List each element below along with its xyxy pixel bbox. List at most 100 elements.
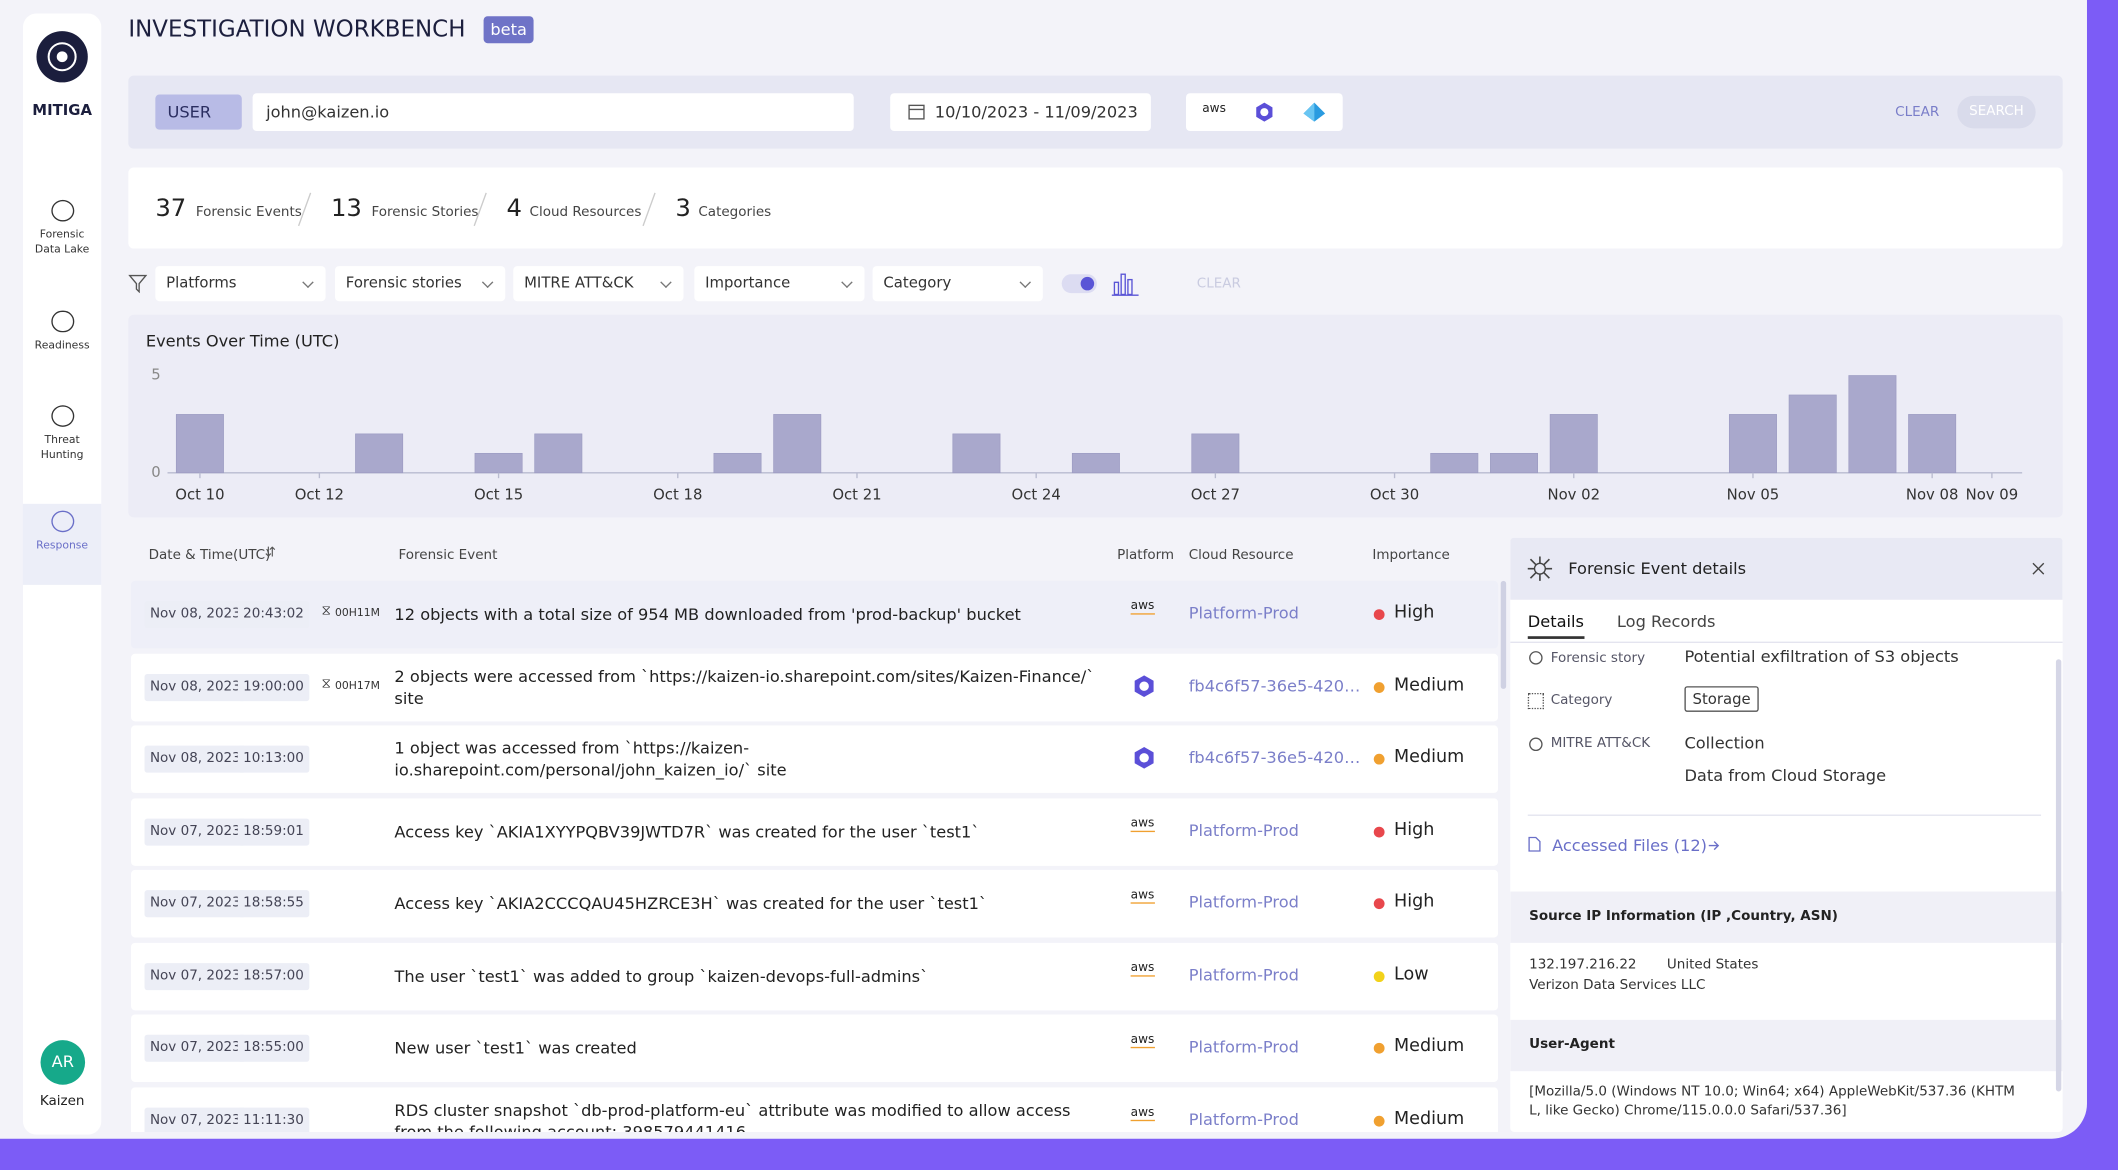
summary-label: Cloud Resources: [529, 205, 642, 221]
importance-dot: [1373, 1042, 1385, 1054]
clear-filters[interactable]: CLEAR: [1196, 276, 1241, 292]
details-title: Forensic Event details: [1568, 559, 1747, 579]
details-icon: [1527, 556, 1553, 581]
platform-logo: aws: [1130, 961, 1155, 976]
importance-dot: [1373, 1115, 1385, 1126]
date-range[interactable]: 10/10/2023 - 11/09/2023: [890, 93, 1151, 132]
bar: [1788, 394, 1837, 474]
cloud-resource[interactable]: Platform-Prod: [1188, 1037, 1299, 1057]
filter-dropdown[interactable]: Category: [872, 266, 1043, 302]
close-button[interactable]: [2032, 562, 2046, 576]
table-row[interactable]: Nov 08, 2023 20:43:02 ⧖ 00H11M 12 objects wi…: [131, 580, 1499, 649]
date-chip: Nov 08, 2023: [144, 673, 247, 701]
field-label: Category: [1550, 692, 1613, 708]
column-header[interactable]: Date & Time(UTC): [148, 548, 271, 564]
table-row[interactable]: Nov 07, 2023 11:11:30 RDS cluster snapshot…: [131, 1086, 1499, 1132]
event-text: Access key `AKIA2CCCQAU45HZRCE3H` was cr…: [394, 894, 988, 914]
time-chip: 18:59:01: [237, 817, 310, 845]
bar: [1490, 452, 1539, 474]
time-chip: 11:11:30: [237, 1106, 310, 1132]
table-row[interactable]: Nov 08, 2023 19:00:00 ⧖ 00H17M 2 objects wer…: [131, 653, 1499, 721]
importance: High: [1394, 602, 1435, 623]
scrollbar[interactable]: [1500, 580, 1507, 689]
summary-bar: 37 Forensic Events 13 Forensic Stories 4 Clou…: [128, 167, 2063, 249]
bar: [175, 414, 224, 474]
x-tick-label: Oct 24: [1012, 486, 1061, 504]
cloud-resource[interactable]: Platform-Prod: [1188, 603, 1299, 623]
sidebar: MITIGA AR Kaizen Forensic Data Lake Readi…: [22, 13, 102, 1135]
cloud-resource[interactable]: fb4c6f57-36e5-4200...: [1188, 676, 1362, 695]
table-row[interactable]: Nov 07, 2023 18:57:00 The user `test1` was…: [131, 942, 1499, 1010]
column-header[interactable]: Forensic Event: [398, 548, 498, 564]
arrow-icon: [1708, 841, 1720, 851]
search-input[interactable]: john@kaizen.io: [252, 93, 854, 132]
sort-icon: ⇵: [264, 545, 277, 561]
scrollbar[interactable]: [2055, 659, 2062, 1092]
filter-dropdown[interactable]: Platforms: [155, 266, 326, 302]
importance-dot: [1373, 681, 1385, 693]
importance-dot: [1373, 609, 1385, 621]
details-header: [1510, 537, 2063, 600]
accessed-files-link[interactable]: Accessed Files (12): [1552, 836, 1707, 856]
summary-count: 37: [155, 194, 187, 223]
filter-icon: [128, 274, 148, 294]
summary-count: 3: [675, 194, 691, 223]
avatar[interactable]: AR: [40, 1040, 86, 1085]
cloud-resource[interactable]: Platform-Prod: [1188, 965, 1299, 985]
cloud-resource[interactable]: Platform-Prod: [1188, 1109, 1299, 1129]
nav-item[interactable]: Response: [36, 538, 89, 552]
importance-dot: [1373, 826, 1385, 837]
platform-logo: aws: [1130, 816, 1155, 832]
chart-icon[interactable]: [1111, 270, 1139, 297]
file-icon: [1528, 836, 1541, 852]
x-tick-label: Nov 09: [1966, 486, 2019, 504]
chart-toggle[interactable]: [1061, 274, 1097, 294]
table-row[interactable]: Nov 08, 2023 10:13:00 1 object was accesse…: [131, 725, 1499, 793]
platform-picker[interactable]: aws: [1186, 93, 1343, 132]
column-header[interactable]: Cloud Resource: [1188, 548, 1294, 564]
aws-logo: aws: [1202, 102, 1226, 117]
table-row[interactable]: Nov 07, 2023 18:55:00 New user `test1` was…: [131, 1014, 1499, 1082]
cloud-resource[interactable]: Platform-Prod: [1188, 892, 1299, 912]
field-label: Forensic story: [1550, 651, 1646, 666]
search-button[interactable]: SEARCH: [1957, 95, 2036, 129]
office-icon: [1256, 102, 1273, 122]
time-chip: 10:13:00: [237, 745, 310, 773]
date-chip: Nov 07, 2023: [144, 890, 247, 918]
time-chip: 19:00:00: [237, 673, 310, 701]
event-text: 2 objects were accessed from `https://ka…: [394, 666, 1095, 708]
field-label: MITRE ATT&CK: [1550, 736, 1651, 752]
hourglass: ⧖: [321, 676, 331, 691]
date-chip: Nov 07, 2023: [144, 1034, 247, 1062]
tab[interactable]: Log Records: [1616, 611, 1716, 631]
event-text: The user `test1` was added to group `kai…: [394, 966, 929, 986]
table-row[interactable]: Nov 07, 2023 18:58:55 Access key `AKIA2CCC…: [131, 869, 1499, 938]
events-chart: Events Over Time (UTC) 0 5 Oct 10 Oct 12 Oct…: [128, 314, 2063, 518]
table-row[interactable]: Nov 07, 2023 18:59:01 Access key `AKIA1XYY…: [131, 797, 1499, 866]
tab[interactable]: Details: [1527, 612, 1584, 639]
country: United States: [1666, 957, 1759, 973]
cloud-resource[interactable]: fb4c6f57-36e5-4200...: [1188, 748, 1362, 768]
platform-logo: aws: [1130, 888, 1155, 904]
filter-dropdown[interactable]: Importance: [694, 266, 865, 302]
filter-dropdown[interactable]: MITRE ATT&CK: [513, 266, 684, 302]
clear-search[interactable]: CLEAR: [1895, 105, 1940, 121]
category-tag: Storage: [1684, 686, 1759, 712]
azure-icon: [1303, 102, 1326, 122]
duration: 00H17M: [334, 678, 380, 691]
section-title: User-Agent: [1529, 1037, 1615, 1053]
filter-dropdown[interactable]: Forensic stories: [334, 266, 506, 302]
search-type[interactable]: USER: [155, 94, 242, 130]
cloud-resource[interactable]: Platform-Prod: [1188, 820, 1299, 840]
column-header[interactable]: Importance: [1372, 548, 1450, 564]
importance-dot: [1373, 753, 1385, 765]
ip: 132.197.216.22: [1529, 957, 1637, 973]
nav-item[interactable]: Readiness: [34, 339, 90, 352]
column-header[interactable]: Platform: [1117, 548, 1175, 564]
bar: [1728, 414, 1777, 474]
time-chip: 18:57:00: [237, 962, 310, 990]
event-text: 1 object was accessed from `https://kaiz…: [394, 738, 787, 780]
nav-item[interactable]: Forensic Data Lake: [34, 228, 90, 256]
nav-item[interactable]: Threat Hunting: [40, 433, 84, 461]
